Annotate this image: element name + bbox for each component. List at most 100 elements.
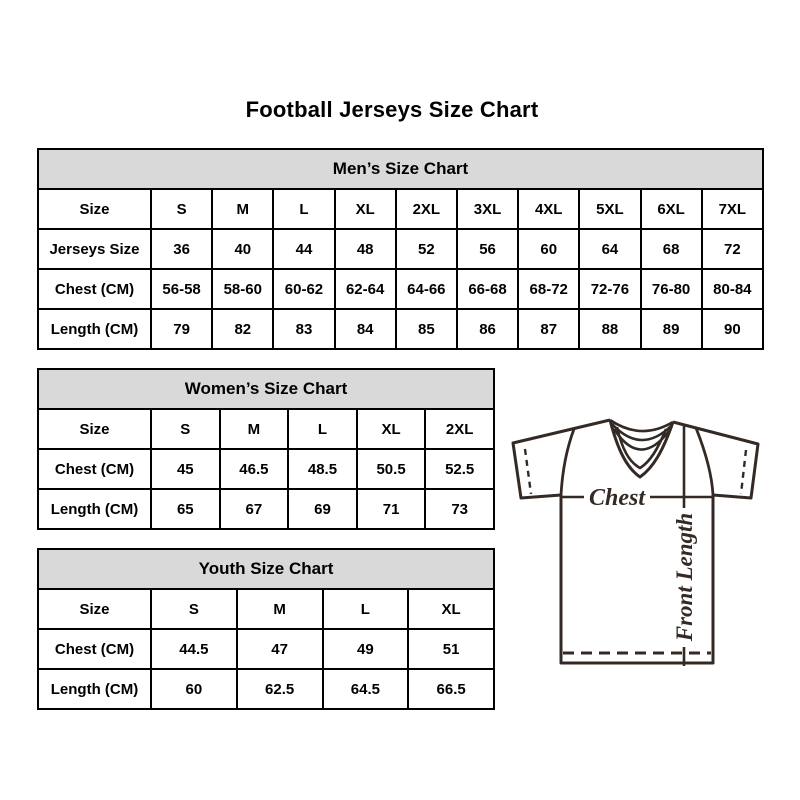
table-title-row: Men’s Size Chart [37,148,764,190]
table-cell: 64 [578,228,642,270]
table-cell: 68 [639,228,703,270]
table-row: Size S M L XL 2XL 3XL 4XL 5XL 6XL 7XL [37,188,765,230]
right-sleeve-seam [694,427,715,496]
table-cell: L [272,188,336,230]
table-title-row: Youth Size Chart [37,548,495,590]
table-cell: M [211,188,275,230]
left-cuff-stitch-line [523,448,533,495]
table-cell: 44.5 [150,628,238,670]
table-cell: 2XL [424,408,495,450]
table-row: Chest (CM) 45 46.5 48.5 50.5 52.5 [37,448,495,490]
table-cell: 58-60 [211,268,275,310]
table-cell: 48.5 [287,448,358,490]
table-cell: XL [407,588,495,630]
table-cell: 47 [235,628,324,670]
row-header-cell: Size [37,408,152,450]
page-title: Football Jerseys Size Chart [245,97,539,122]
table-cell: S [149,188,214,230]
table-cell: 62-64 [333,268,397,310]
table-cell: 79 [149,308,214,350]
table-cell: 2XL [394,188,458,230]
vneck-inner-line [615,426,668,470]
table-cell: L [287,408,358,450]
table-cell: 7XL [700,188,765,230]
row-header-cell: Length (CM) [37,488,152,530]
table-cell: 45 [150,448,221,490]
table-cell: 72 [700,228,765,270]
womens-size-table: Women’s Size Chart Size S M L XL 2XL Chest (CM)… [37,368,495,530]
table-cell: 73 [424,488,495,530]
table-cell: 4XL [517,188,581,230]
table-title: Men’s Size Chart [37,148,764,190]
table-cell: 68-72 [517,268,581,310]
table-cell: XL [355,408,427,450]
table-row: Jerseys Size 36 40 44 48 52 56 60 64 68 72 [37,228,765,270]
table-cell: 56-58 [149,268,214,310]
right-cuff-stitch-line [739,449,748,495]
table-cell: 89 [639,308,703,350]
row-header-cell: Length (CM) [37,668,152,710]
table-cell: S [150,588,238,630]
table-cell: 65 [150,488,221,530]
table-cell: L [321,588,410,630]
table-cell: 3XL [455,188,520,230]
table-cell: M [218,408,290,450]
table-row: Chest (CM) 44.5 47 49 51 [37,628,495,670]
table-cell: 87 [517,308,581,350]
table-row: Size S M L XL 2XL [37,408,495,450]
table-row: Length (CM) 79 82 83 84 85 86 87 88 89 90 [37,308,765,350]
vneck-outer-line [608,419,675,479]
table-cell: 51 [407,628,495,670]
table-cell: 46.5 [218,448,290,490]
front-length-label: Front Length [672,513,697,642]
table-title: Youth Size Chart [37,548,495,590]
left-sleeve-seam [559,428,576,496]
table-cell: 90 [700,308,765,350]
youth-size-table: Youth Size Chart Size S M L XL Chest (CM) 44.5 4… [37,548,495,710]
table-cell: 6XL [639,188,703,230]
table-title: Women’s Size Chart [37,368,495,410]
table-cell: 86 [455,308,520,350]
row-header-cell: Size [37,188,152,230]
table-cell: XL [333,188,397,230]
table-cell: 44 [272,228,336,270]
table-cell: 64-66 [394,268,458,310]
table-cell: 83 [272,308,336,350]
table-cell: 48 [333,228,397,270]
table-cell: 76-80 [639,268,703,310]
table-cell: 84 [333,308,397,350]
table-cell: 49 [321,628,410,670]
table-cell: 60 [150,668,238,710]
table-row: Length (CM) 60 62.5 64.5 66.5 [37,668,495,710]
table-cell: S [150,408,221,450]
table-cell: 40 [211,228,275,270]
table-cell: 85 [394,308,458,350]
table-cell: 66.5 [407,668,495,710]
table-cell: 72-76 [578,268,642,310]
table-cell: 64.5 [321,668,410,710]
table-row: Chest (CM) 56-58 58-60 60-62 62-64 64-66 66-68… [37,268,765,310]
mens-size-table: Men’s Size Chart Size S M L XL 2XL 3XL 4XL 5XL 6XL… [37,148,765,350]
table-cell: 80-84 [700,268,765,310]
chest-label: Chest [589,485,646,511]
table-cell: 67 [218,488,290,530]
table-cell: 56 [455,228,520,270]
table-cell: 5XL [578,188,642,230]
table-cell: 62.5 [235,668,324,710]
table-cell: 82 [211,308,275,350]
table-cell: 71 [355,488,427,530]
table-cell: 60 [517,228,581,270]
table-cell: 52.5 [424,448,495,490]
table-cell: 52 [394,228,458,270]
table-cell: 50.5 [355,448,427,490]
table-cell: 66-68 [455,268,520,310]
row-header-cell: Size [37,588,152,630]
row-header-cell: Chest (CM) [37,628,152,670]
table-cell: 88 [578,308,642,350]
row-header-cell: Chest (CM) [37,448,152,490]
table-cell: 60-62 [272,268,336,310]
row-header-cell: Jerseys Size [37,228,152,270]
table-cell: 36 [149,228,214,270]
jersey-measurement-diagram: Chest Front Length [500,405,770,675]
jersey-outline [511,418,760,665]
